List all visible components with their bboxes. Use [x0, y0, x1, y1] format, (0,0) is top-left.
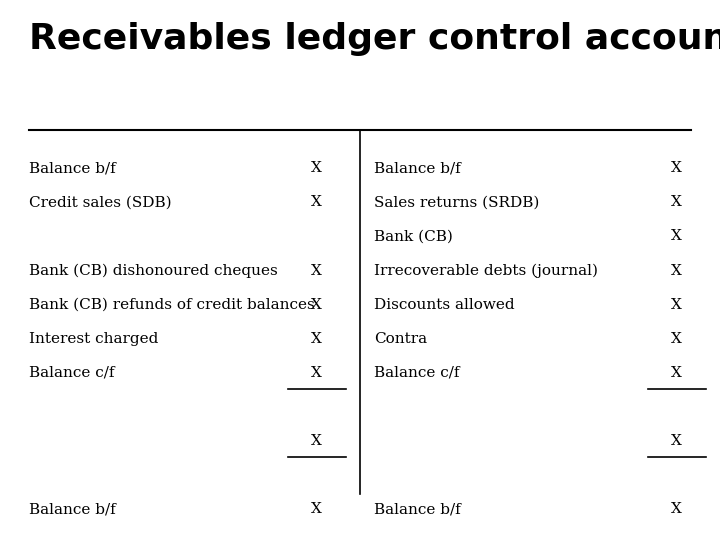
- Text: Credit sales (SDB): Credit sales (SDB): [29, 195, 171, 210]
- Text: X: X: [311, 161, 323, 176]
- Text: Balance b/f: Balance b/f: [374, 502, 461, 516]
- Text: Bank (CB) dishonoured cheques: Bank (CB) dishonoured cheques: [29, 264, 277, 278]
- Text: Contra: Contra: [374, 332, 428, 346]
- Text: Sales returns (SRDB): Sales returns (SRDB): [374, 195, 540, 210]
- Text: Interest charged: Interest charged: [29, 332, 158, 346]
- Text: Irrecoverable debts (journal): Irrecoverable debts (journal): [374, 264, 598, 278]
- Text: X: X: [671, 366, 683, 380]
- Text: Receivables ledger control account: Receivables ledger control account: [29, 22, 720, 56]
- Text: X: X: [311, 366, 323, 380]
- Text: Balance b/f: Balance b/f: [29, 502, 115, 516]
- Text: X: X: [671, 332, 683, 346]
- Text: X: X: [671, 298, 683, 312]
- Text: X: X: [671, 502, 683, 516]
- Text: Discounts allowed: Discounts allowed: [374, 298, 515, 312]
- Text: X: X: [311, 502, 323, 516]
- Text: Balance b/f: Balance b/f: [29, 161, 115, 176]
- Text: X: X: [671, 434, 683, 448]
- Text: Balance c/f: Balance c/f: [29, 366, 114, 380]
- Text: X: X: [311, 298, 323, 312]
- Text: Bank (CB): Bank (CB): [374, 230, 454, 244]
- Text: X: X: [311, 332, 323, 346]
- Text: X: X: [311, 195, 323, 210]
- Text: X: X: [671, 161, 683, 176]
- Text: X: X: [311, 434, 323, 448]
- Text: Balance c/f: Balance c/f: [374, 366, 460, 380]
- Text: Bank (CB) refunds of credit balances: Bank (CB) refunds of credit balances: [29, 298, 315, 312]
- Text: X: X: [671, 264, 683, 278]
- Text: X: X: [671, 230, 683, 244]
- Text: X: X: [311, 264, 323, 278]
- Text: X: X: [671, 195, 683, 210]
- Text: Balance b/f: Balance b/f: [374, 161, 461, 176]
